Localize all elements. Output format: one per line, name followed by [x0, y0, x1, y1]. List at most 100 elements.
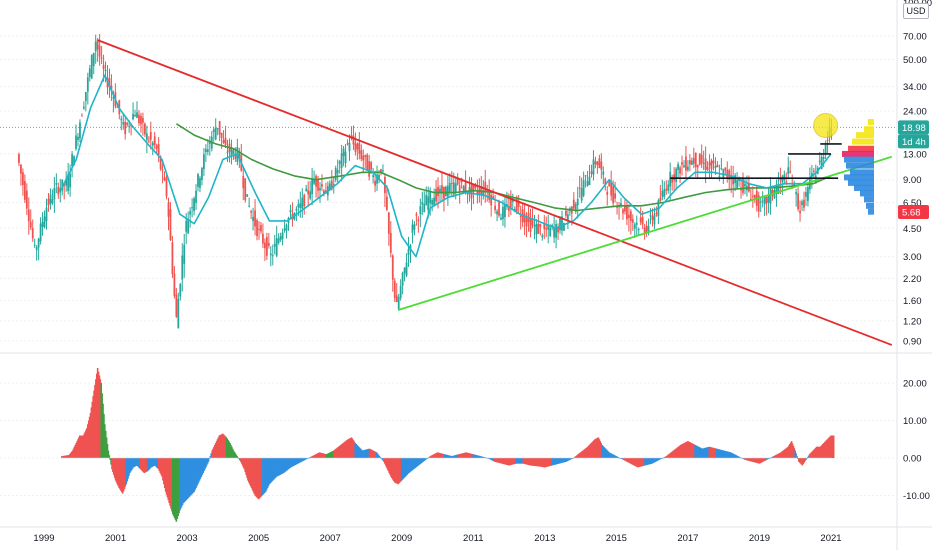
oscillator-bar [648, 458, 651, 465]
oscillator-bar [442, 454, 445, 458]
oscillator-bar [285, 458, 288, 471]
oscillator-bar [452, 455, 455, 458]
price-candle-body [98, 45, 101, 57]
oscillator-bar [110, 458, 112, 465]
oscillator-bar [577, 454, 579, 458]
oscillator-bar [496, 458, 499, 463]
oscillator-bar [240, 458, 243, 464]
oscillator-bar [384, 458, 387, 466]
price-candle-body [401, 272, 404, 286]
oscillator-bar [535, 458, 538, 467]
price-candle-body [669, 171, 672, 187]
price-tick-label: 50.00 [903, 55, 927, 66]
oscillator-bar [244, 458, 247, 473]
oscillator-bar [554, 458, 557, 465]
price-candle-body [222, 140, 225, 143]
oscillator-bar [137, 458, 140, 468]
price-candle-body [736, 180, 738, 188]
osc-tick-label: 20.00 [903, 379, 927, 390]
oscillator-bar [400, 458, 403, 481]
oscillator-bar [664, 456, 667, 458]
oscillator-bar [245, 458, 247, 475]
price-candle-body [551, 225, 554, 227]
oscillator-bar [329, 452, 331, 458]
price-candle-body [378, 174, 380, 180]
oscillator-bar [373, 450, 375, 458]
oscillator-bar [492, 458, 494, 461]
price-candle-body [517, 201, 520, 207]
price-pane[interactable] [18, 33, 893, 346]
price-candle-body [269, 253, 272, 256]
oscillator-bar [73, 446, 76, 458]
price-candle-body [596, 161, 599, 165]
oscillator-bar [358, 446, 360, 458]
oscillator-bar [399, 458, 401, 483]
price-candle-body [385, 196, 388, 210]
oscillator-bar [419, 458, 422, 464]
oscillator-bar [536, 458, 539, 467]
oscillator-bar [383, 458, 386, 464]
oscillator-bar [199, 458, 202, 479]
price-candle-body [651, 216, 654, 221]
price-candle-body [49, 194, 52, 204]
price-candle-body [163, 177, 166, 181]
oscillator-bar [774, 455, 777, 458]
oscillator-bar [576, 455, 578, 458]
oscillator-bar [231, 448, 234, 458]
price-candle-body [346, 143, 349, 145]
price-candle-body [67, 174, 70, 191]
oscillator-bar [804, 458, 806, 462]
oscillator-bar [366, 449, 369, 458]
oscillator-bar [377, 454, 380, 458]
oscillator-bar [624, 458, 627, 461]
oscillator-axis[interactable]: 20.00 10.00 0.00 -10.00 [903, 379, 930, 503]
oscillator-bar [155, 458, 158, 468]
time-axis[interactable]: 1999 2001 2003 2005 2007 2009 2011 2013 2015 2017… [33, 533, 841, 544]
oscillator-bar [702, 448, 704, 458]
oscillator-bar [290, 458, 293, 467]
price-candle-body [267, 242, 270, 246]
oscillator-bar [118, 458, 120, 488]
oscillator-bar [810, 452, 813, 458]
oscillator-bar [317, 452, 320, 458]
oscillator-bar [704, 447, 707, 458]
oscillator-bar [622, 458, 625, 460]
oscillator-bar [135, 458, 137, 466]
price-candle-body [281, 232, 284, 239]
price-candle-body [820, 157, 823, 169]
oscillator-bar [423, 458, 425, 462]
oscillator-bar [561, 458, 564, 463]
oscillator-bar [473, 454, 475, 458]
oscillator-bar [62, 455, 65, 458]
oscillator-bar [374, 451, 377, 458]
oscillator-bar [635, 458, 637, 467]
oscillator-bar [408, 458, 410, 473]
price-candle-body [616, 206, 618, 208]
oscillator-bar [302, 458, 305, 461]
oscillator-bar [459, 453, 462, 458]
oscillator-bar [650, 458, 653, 464]
price-candle-body [757, 195, 760, 212]
currency-button[interactable]: USD [903, 3, 929, 19]
oscillator-bar [165, 458, 168, 495]
oscillator-bar [63, 455, 66, 458]
oscillator-bar [264, 458, 266, 493]
oscillator-bar [480, 456, 483, 458]
price-candle-body [86, 77, 89, 92]
oscillator-bar [205, 458, 207, 468]
oscillator-bar [446, 454, 449, 458]
oscillator-bar [501, 458, 504, 464]
oscillator-bar [678, 446, 680, 458]
oscillator-bar [484, 457, 486, 458]
price-candle-body [258, 228, 260, 230]
oscillator-bar [814, 448, 816, 458]
oscillator-bar [714, 448, 717, 458]
oscillator-pane[interactable] [61, 368, 835, 522]
oscillator-bar [488, 458, 491, 459]
oscillator-bar [701, 448, 704, 458]
oscillator-bar [632, 458, 635, 466]
price-axis[interactable]: 70.00 50.00 34.00 24.00 13.00 9.00 6.50 4.50 3.0… [903, 32, 927, 348]
highlight-circle [813, 113, 839, 139]
oscillator-bar [764, 458, 767, 461]
